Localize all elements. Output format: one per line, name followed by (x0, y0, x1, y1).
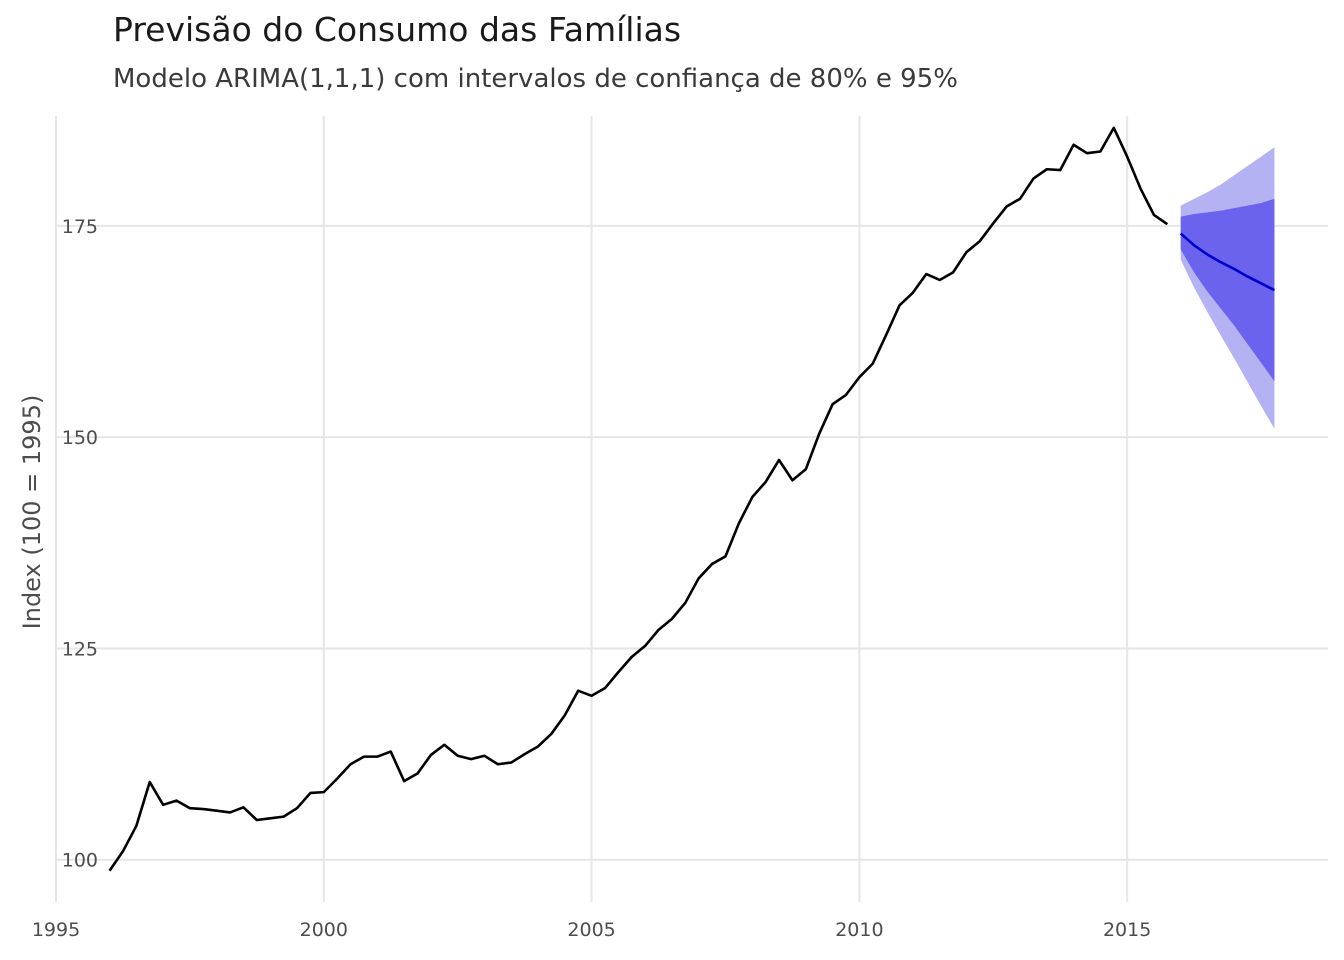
y-tick-label: 100 (62, 850, 98, 872)
y-tick-label: 150 (62, 427, 98, 449)
grid-lines (55, 116, 1328, 902)
y-axis-label: Index (100 = 1995) (18, 395, 46, 630)
chart-subtitle: Modelo ARIMA(1,1,1) com intervalos de co… (113, 64, 958, 94)
history-line (108, 126, 1169, 872)
x-tick-label: 2015 (1103, 919, 1151, 941)
x-tick-label: 2000 (300, 919, 348, 941)
forecast-line (1179, 232, 1276, 292)
x-tick-label: 2010 (835, 919, 883, 941)
y-tick-label: 125 (62, 638, 98, 660)
x-tick-label: 2005 (567, 919, 615, 941)
confidence-bands (1180, 147, 1275, 429)
band-80 (1180, 198, 1275, 382)
chart-title: Previsão do Consumo das Famílias (113, 10, 682, 49)
axis-ticks: 1995 2000 2005 2010 2015 100 125 150 175 (32, 216, 1152, 941)
x-tick-label: 1995 (32, 919, 80, 941)
series-lines (108, 126, 1276, 872)
y-tick-label: 175 (62, 216, 98, 238)
